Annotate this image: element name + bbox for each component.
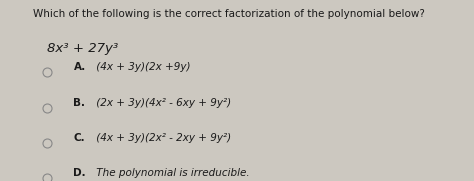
- Text: (4x + 3y)(2x +9y): (4x + 3y)(2x +9y): [93, 62, 191, 72]
- Text: The polynomial is irreducible.: The polynomial is irreducible.: [93, 168, 250, 178]
- Text: 8x³ + 27y³: 8x³ + 27y³: [47, 42, 118, 55]
- Text: C.: C.: [73, 133, 85, 143]
- Text: (2x + 3y)(4x² - 6xy + 9y²): (2x + 3y)(4x² - 6xy + 9y²): [93, 98, 231, 108]
- Text: D.: D.: [73, 168, 86, 178]
- Text: A.: A.: [73, 62, 86, 72]
- Text: Which of the following is the correct factorization of the polynomial below?: Which of the following is the correct fa…: [33, 9, 425, 19]
- Text: B.: B.: [73, 98, 85, 108]
- Text: (4x + 3y)(2x² - 2xy + 9y²): (4x + 3y)(2x² - 2xy + 9y²): [93, 133, 231, 143]
